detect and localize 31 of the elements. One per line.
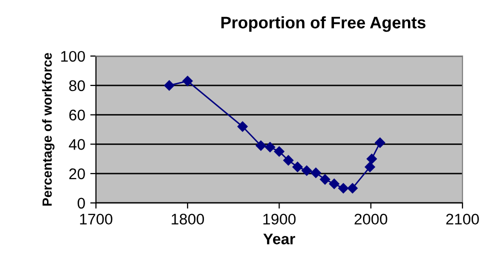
x-tick-label: 1900 <box>263 214 296 225</box>
point <box>338 183 348 194</box>
x-tick-label: 2100 <box>446 214 479 225</box>
x-tick-label: 2000 <box>354 214 388 225</box>
y-tick-label: 80 <box>69 80 85 92</box>
y-axis-title: Percentage of workforce <box>42 52 54 206</box>
y-tick-label: 0 <box>78 198 85 209</box>
point <box>164 80 174 91</box>
x-tick-label: 1800 <box>172 214 204 225</box>
point <box>182 76 193 86</box>
y-tick-label: 40 <box>68 139 85 150</box>
point <box>347 183 358 194</box>
point <box>292 162 303 172</box>
point <box>283 155 294 166</box>
point <box>366 154 377 164</box>
point <box>237 121 248 132</box>
point <box>320 174 330 185</box>
y-tick-label: 20 <box>69 168 85 180</box>
chart-title: Proportion of Free Agents <box>221 16 426 32</box>
point <box>274 146 284 157</box>
point <box>302 166 312 176</box>
x-tick-label: 1700 <box>80 214 112 225</box>
point <box>310 168 321 178</box>
point <box>364 162 376 172</box>
y-tick-label: 100 <box>61 50 85 62</box>
point <box>374 138 386 148</box>
x-axis-title: Year <box>263 234 296 244</box>
y-tick-label: 60 <box>69 110 85 120</box>
point <box>329 178 340 189</box>
point <box>256 140 266 151</box>
point <box>264 142 276 152</box>
